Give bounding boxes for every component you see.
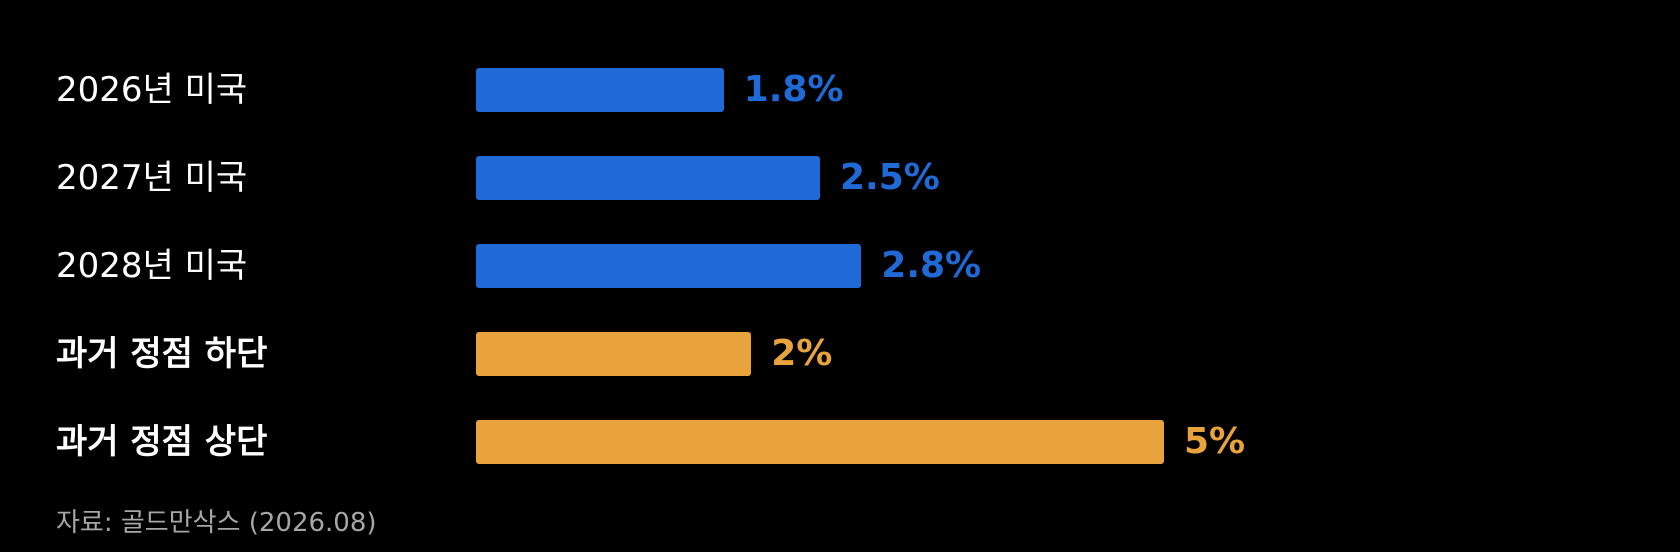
bar: [476, 156, 820, 200]
category-label: 과거 정점 상단: [56, 422, 268, 462]
bar: [476, 68, 724, 112]
source-note: 자료: 골드만삭스 (2026.08): [56, 508, 377, 538]
data-label: 2%: [771, 333, 833, 374]
bar: [476, 244, 862, 288]
data-label: 2.5%: [840, 157, 940, 198]
data-label: 1.8%: [743, 69, 844, 110]
data-label: 2.8%: [881, 245, 982, 286]
category-label: 2028년 미국: [56, 246, 248, 286]
bar: [476, 420, 1164, 464]
bar: [476, 332, 752, 376]
data-label: 5%: [1184, 421, 1246, 462]
category-label: 2026년 미국: [56, 70, 248, 110]
category-label: 2027년 미국: [56, 158, 248, 198]
category-label: 과거 정점 하단: [56, 334, 268, 374]
